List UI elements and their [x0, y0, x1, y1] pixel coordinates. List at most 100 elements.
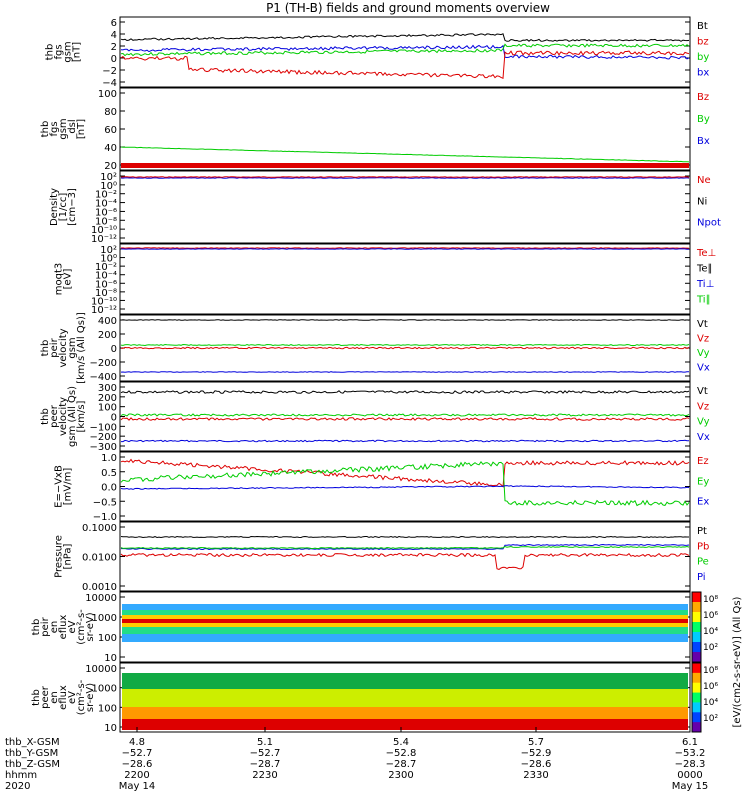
- x-row-label: hhmm: [5, 770, 37, 781]
- y-tick-label: 2: [111, 42, 117, 53]
- y-tick-label: 100: [98, 89, 117, 100]
- x-column-value: −28.7: [386, 759, 417, 770]
- y-tick-label: 20: [104, 161, 117, 172]
- legend-entry: Vz: [697, 401, 709, 412]
- trace-vy-i: [121, 345, 689, 346]
- colorbar: 10⁸10⁶10⁴10²10⁸10⁶10⁴10²[eV/(cm2-s-sr-eV…: [692, 592, 743, 733]
- x-column-value: −28.6: [521, 759, 552, 770]
- y-tick-label: −400: [90, 372, 117, 383]
- x-axis-labels: thb_X-GSMthb_Y-GSMthb_Z-GSMhhmm20204.8−5…: [5, 727, 708, 792]
- x-column-value: 6.1: [682, 737, 698, 748]
- y-tick-label: 10000: [85, 664, 117, 675]
- y-tick-label: 6: [111, 18, 117, 29]
- trace-vy-e: [121, 414, 689, 416]
- legend-entry: Ni: [697, 196, 707, 207]
- y-tick-label: −1.0: [93, 512, 117, 523]
- trace-ey: [121, 462, 689, 506]
- panel-frame: [120, 17, 690, 87]
- colorbar-band: [692, 673, 701, 683]
- y-tick-label: −0.5: [93, 497, 117, 508]
- colorbar-band: [692, 612, 701, 623]
- y-tick-label: 1.0: [101, 453, 117, 464]
- y-tick-label: −300: [90, 442, 117, 453]
- trace-ez: [121, 460, 689, 487]
- legend-entry: Vt: [697, 386, 708, 397]
- y-tick-label: 40: [104, 143, 117, 154]
- legend-entry: Pi: [697, 572, 706, 583]
- y-tick-label: 0: [111, 344, 117, 355]
- y-axis-label: [nT]: [72, 42, 83, 62]
- colorbar-band: [692, 712, 701, 722]
- colorbar-band: [692, 663, 701, 673]
- legend-entry: Ey: [697, 476, 709, 487]
- x-column-value: −52.7: [250, 748, 281, 759]
- x-column-value: 0000: [677, 770, 702, 781]
- y-tick-label: 10: [104, 653, 117, 664]
- legend-entry: Te∥: [696, 264, 713, 275]
- x-column-value: 2330: [523, 770, 548, 781]
- colorbar-tick: 10⁴: [703, 698, 718, 708]
- y-tick-label: 4: [111, 30, 117, 41]
- x-column-value: May 14: [119, 781, 156, 792]
- legend-entry: Pb: [697, 541, 709, 552]
- x-column-value: 4.8: [129, 737, 145, 748]
- panel-frame: [120, 522, 690, 591]
- legend-entry: Pt: [697, 526, 707, 537]
- x-column-value: 5.7: [528, 737, 544, 748]
- x-row-label: thb_Z-GSM: [5, 759, 60, 770]
- x-column-value: −52.8: [386, 748, 417, 759]
- legend-entry: Vt: [697, 319, 708, 330]
- trace-te: [121, 248, 689, 249]
- trace-ex: [121, 486, 689, 490]
- y-axis-label: [km/s]: [76, 400, 87, 432]
- x-row-label: 2020: [5, 781, 30, 792]
- y-tick-label: 100: [98, 633, 117, 644]
- y-tick-label: −4: [102, 78, 117, 89]
- x-column-value: −53.2: [675, 748, 706, 759]
- y-tick-label: 0.5: [101, 468, 117, 479]
- colorbar-band: [692, 683, 701, 693]
- y-tick-label: 10⁻¹²: [91, 305, 117, 316]
- legend-entry: Pe: [697, 557, 709, 568]
- colorbar-label: [eV/(cm2-s-sr-eV)] (All Qs): [732, 596, 743, 727]
- colorbar-band: [692, 702, 701, 712]
- legend-entry: Bx: [697, 136, 710, 147]
- y-axis-label: sr-eV): [85, 683, 96, 712]
- colorbar-tick: 10⁸: [703, 595, 718, 605]
- panel-frame: [120, 88, 690, 170]
- y-tick-label: 60: [104, 125, 117, 136]
- legend-entry: Ez: [697, 456, 709, 467]
- legend-entry: bx: [697, 68, 709, 79]
- trace-vx-e: [121, 440, 689, 441]
- y-tick-label: 0.0100: [82, 553, 117, 564]
- legend-entry: Vy: [697, 417, 710, 428]
- x-row-label: thb_X-GSM: [5, 737, 60, 748]
- colorbar-tick: 10⁶: [703, 611, 718, 621]
- colorbar-tick: 10⁶: [703, 682, 718, 692]
- y-tick-label: 200: [98, 330, 117, 341]
- trace-bz-dsl: [121, 163, 689, 168]
- y-tick-label: 10⁻¹²: [91, 234, 117, 245]
- panels-group: 6420−2−4thbfgsgsm[nT]Btbzbybx10080604020…: [31, 17, 721, 734]
- x-column-value: −28.3: [675, 759, 706, 770]
- y-tick-label: 100: [98, 703, 117, 714]
- x-column-value: −52.9: [521, 748, 552, 759]
- trace-pt: [121, 537, 689, 538]
- colorbar-band: [692, 652, 701, 663]
- legend-entry: Npot: [697, 218, 721, 229]
- colorbar-tick: 10⁴: [703, 627, 718, 637]
- colorbar-band: [692, 642, 701, 653]
- y-tick-label: 10: [104, 723, 117, 734]
- y-tick-label: 0: [111, 54, 117, 65]
- y-tick-label: 10000: [85, 593, 117, 604]
- colorbar-tick: 10⁸: [703, 666, 718, 676]
- legend-entry: Vx: [697, 363, 710, 374]
- colorbar-band: [692, 632, 701, 643]
- panel-p4: 10²10⁰10⁻²10⁻⁴10⁻⁶10⁻⁸10⁻¹⁰10⁻¹²moqt3[eV…: [54, 244, 717, 316]
- panel-frame: [120, 171, 690, 243]
- legend-entry: Te⊥: [696, 248, 716, 259]
- legend-entry: by: [697, 52, 709, 63]
- colorbar-band: [692, 622, 701, 633]
